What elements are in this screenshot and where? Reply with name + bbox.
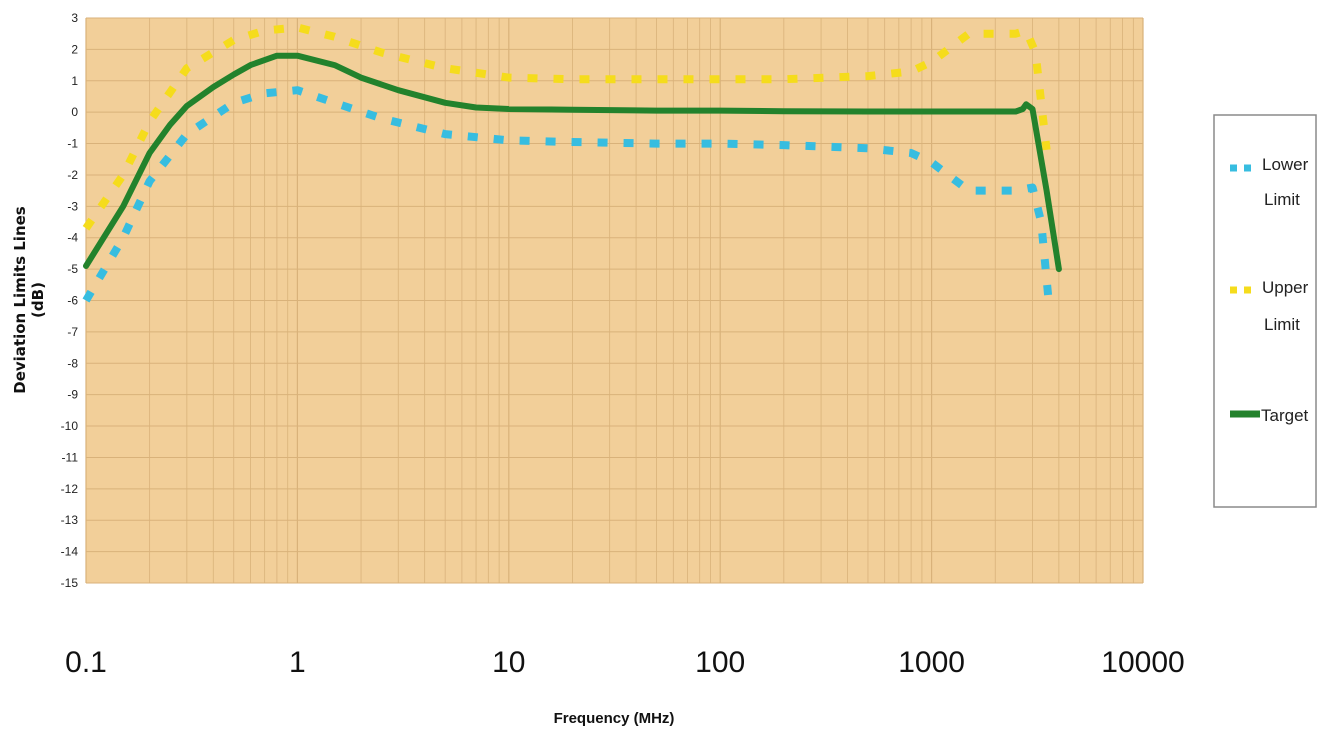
legend-label-upper-1: Upper xyxy=(1262,278,1309,297)
y-tick-label: -5 xyxy=(67,262,78,276)
x-tick-label: 10000 xyxy=(1101,646,1184,679)
legend-box xyxy=(1213,114,1317,508)
y-tick-label: -9 xyxy=(67,388,78,402)
y-tick-label: -12 xyxy=(61,482,79,496)
y-tick-labels: 3 2 1 0 -1 -2 -3 -4 -5 -6 -7 -8 -9 -10 -11 -12 -13 -14 -15 xyxy=(61,11,79,590)
x-tick-labels: 0.1 1 10 100 1000 10000 xyxy=(65,646,1185,679)
series-line-target xyxy=(83,52,1062,273)
y-tick-label: -4 xyxy=(67,231,78,245)
legend: Lower Limit Upper Limit Target xyxy=(1213,114,1317,508)
x-axis-title: Frequency (MHz) xyxy=(554,710,675,727)
y-tick-label: 2 xyxy=(71,42,78,56)
y-tick-label: -7 xyxy=(67,325,78,339)
x-tick-label: 1 xyxy=(289,646,306,679)
series-line-upper-limit xyxy=(82,23,1051,231)
legend-label-target: Target xyxy=(1261,406,1309,425)
y-tick-label: 1 xyxy=(71,74,78,88)
y-tick-label: -3 xyxy=(67,199,78,213)
legend-label-lower-2: Limit xyxy=(1264,190,1300,209)
legend-label-upper-2: Limit xyxy=(1264,315,1300,334)
series-line-lower-limit xyxy=(82,86,1054,308)
x-tick-label: 1000 xyxy=(898,646,965,679)
y-tick-label: -15 xyxy=(61,576,79,590)
series-lines xyxy=(82,23,1062,308)
y-tick-label: -14 xyxy=(61,545,79,559)
x-tick-label: 10 xyxy=(492,646,525,679)
y-axis-title-unit: (dB) xyxy=(29,282,47,318)
y-tick-label: -10 xyxy=(61,419,79,433)
y-tick-label: -1 xyxy=(67,137,78,151)
y-tick-label: -13 xyxy=(61,513,79,527)
legend-label-lower-1: Lower xyxy=(1262,155,1309,174)
y-tick-label: 3 xyxy=(71,11,78,25)
x-tick-label: 0.1 xyxy=(65,646,107,679)
y-tick-label: -8 xyxy=(67,356,78,370)
y-tick-label: -6 xyxy=(67,294,78,308)
y-axis-title: Deviation Limits Lines xyxy=(11,206,29,394)
y-tick-label: 0 xyxy=(71,105,78,119)
y-tick-label: -2 xyxy=(67,168,78,182)
x-tick-label: 100 xyxy=(695,646,745,679)
y-tick-label: -11 xyxy=(62,450,79,464)
